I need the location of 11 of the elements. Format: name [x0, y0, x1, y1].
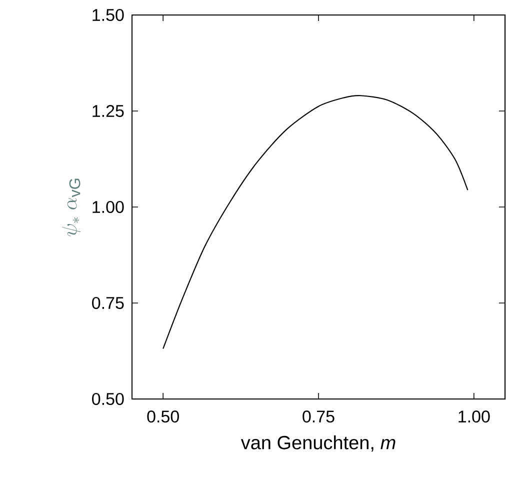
y-tick-label: 1.50 — [92, 8, 124, 22]
x-tick-label: 0.50 — [147, 410, 179, 423]
x-tick-label: 0.75 — [302, 410, 334, 423]
y-axis-title: $\psi_{*}\;\alpha_{\mathrm{vG}}$ — [62, 178, 81, 236]
y-tick-label: 0.75 — [92, 296, 124, 310]
y-tick-label: 0.50 — [92, 392, 124, 406]
y-tick-label: 1.25 — [92, 104, 124, 118]
x-tick-label: 1.00 — [458, 410, 490, 423]
x-axis-title: van Genuchten, m — [240, 435, 396, 452]
line-series — [162, 95, 468, 350]
y-tick-label: 1.00 — [92, 200, 124, 214]
